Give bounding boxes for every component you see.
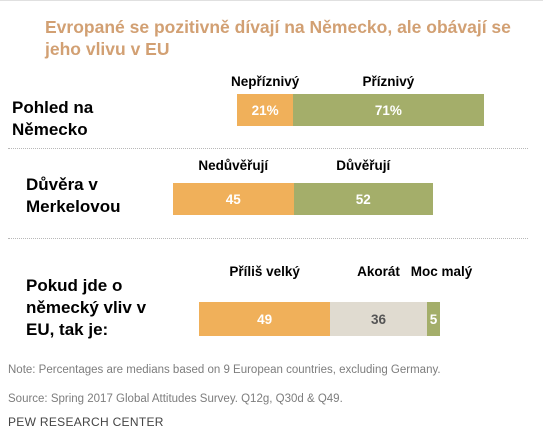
row-label-german-influence: Pokud jde o německý vliv v EU, tak je: [26, 276, 147, 339]
series-header: Příliš velký [229, 264, 300, 279]
bar-segment: 36 [330, 302, 427, 336]
series-header: Důvěřují [336, 158, 391, 173]
divider-1 [8, 148, 528, 149]
divider-2 [8, 238, 528, 239]
bar-segment: 21% [237, 94, 294, 126]
series-header: Příznivý [362, 74, 415, 89]
chart-source: Source: Spring 2017 Global Attitudes Sur… [8, 393, 343, 405]
chart-title: Evropané se pozitivně dívají na Německo,… [45, 17, 511, 59]
series-header: Moc malý [410, 264, 473, 279]
pew-credit: PEW RESEARCH CENTER [8, 415, 164, 429]
bar-segment: 71% [293, 94, 484, 126]
row-label-germany-view: Pohled na Německo [12, 98, 94, 139]
chart-note: Note: Percentages are medians based on 9… [8, 364, 441, 376]
series-header: Nedůvěřují [198, 158, 269, 173]
series-header: Akorát [357, 264, 400, 279]
bar-segment: 49 [199, 302, 331, 336]
bar-segment: 45 [173, 183, 294, 215]
top-border [0, 0, 543, 1]
bar-segment: 5 [426, 302, 441, 336]
bar-segment: 52 [293, 183, 433, 215]
series-header: Nepříznivý [230, 74, 300, 89]
row-label-merkel-trust: Důvěra v Merkelovou [26, 175, 121, 216]
